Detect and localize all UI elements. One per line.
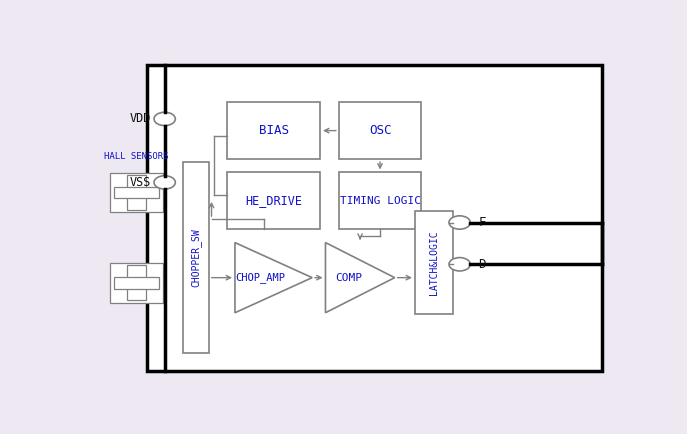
Circle shape <box>154 112 175 125</box>
Bar <box>111 173 163 212</box>
Text: HALL SENSORS: HALL SENSORS <box>104 152 169 161</box>
Bar <box>415 211 453 314</box>
Bar <box>339 102 421 159</box>
Text: VDD: VDD <box>130 112 151 125</box>
Text: D: D <box>478 258 486 271</box>
Text: CHOP_AMP: CHOP_AMP <box>236 272 285 283</box>
Circle shape <box>449 216 471 229</box>
Bar <box>114 277 159 289</box>
Bar <box>147 66 602 371</box>
Text: HE_DRIVE: HE_DRIVE <box>245 194 302 207</box>
Text: COMP: COMP <box>335 273 362 283</box>
Text: OSC: OSC <box>369 124 392 137</box>
Circle shape <box>154 176 175 189</box>
Polygon shape <box>326 243 395 313</box>
Text: LATCH&LOGIC: LATCH&LOGIC <box>429 230 439 295</box>
Bar <box>114 187 159 198</box>
Bar <box>227 172 320 229</box>
Bar <box>127 175 146 210</box>
Bar <box>227 102 320 159</box>
Bar <box>111 263 163 302</box>
Text: BIAS: BIAS <box>258 124 289 137</box>
Text: F: F <box>478 216 486 229</box>
Circle shape <box>449 258 471 271</box>
Bar <box>183 162 209 353</box>
Polygon shape <box>235 243 312 313</box>
Bar <box>127 265 146 300</box>
Text: TIMING LOGIC: TIMING LOGIC <box>339 196 420 206</box>
Text: CHOPPER_SW: CHOPPER_SW <box>190 228 201 287</box>
Bar <box>339 172 421 229</box>
Text: VSS: VSS <box>130 176 151 189</box>
